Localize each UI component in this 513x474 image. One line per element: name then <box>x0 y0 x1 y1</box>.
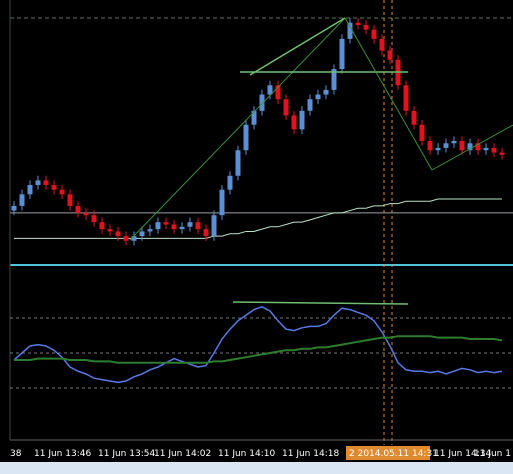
candle-body <box>283 99 289 116</box>
candle-body <box>99 222 105 230</box>
candle-body <box>227 175 233 190</box>
candle-body <box>267 85 273 95</box>
candle-body <box>11 205 17 211</box>
candle-body <box>467 143 473 151</box>
moving-average <box>14 198 502 239</box>
x-tick-label: 11 Jun 1 <box>474 449 511 459</box>
candle-body <box>91 215 97 223</box>
candle-body <box>379 38 385 51</box>
candle-body <box>355 22 361 25</box>
trend-line <box>232 301 409 305</box>
status-strip <box>0 462 513 474</box>
candle-body <box>75 205 81 213</box>
candle-body <box>291 115 297 130</box>
candle-body <box>19 194 25 206</box>
candle-body <box>427 140 433 151</box>
crosshair-label: 2 2014.05.11 14:31 <box>349 449 438 459</box>
candle-body <box>275 85 281 100</box>
candle-body <box>339 38 345 70</box>
candle-body <box>243 124 249 151</box>
candle-body <box>147 229 153 232</box>
x-tick-label: 11 Jun 14:18 <box>282 449 339 459</box>
candle-body <box>403 85 409 111</box>
candle-body <box>259 94 265 111</box>
candle-body <box>171 224 177 230</box>
x-tick-label: 11 Jun 13:54 <box>98 449 155 459</box>
candle-body <box>43 180 49 186</box>
candle-body <box>451 140 457 144</box>
candle-body <box>419 124 425 141</box>
candle-body <box>195 222 201 230</box>
candle-body <box>483 147 489 151</box>
candle-body <box>211 215 217 237</box>
candle-body <box>83 212 89 216</box>
candle-body <box>59 189 65 195</box>
candle-body <box>299 110 305 130</box>
candle-body <box>219 189 225 216</box>
trend-line <box>431 124 513 171</box>
x-tick-label: 11 Jun 13:46 <box>34 449 91 459</box>
trend-line <box>344 17 433 171</box>
candle-body <box>107 229 113 232</box>
trend-line <box>249 17 346 76</box>
candle-body <box>179 226 185 230</box>
candle-body <box>499 152 505 155</box>
candle-body <box>475 143 481 151</box>
x-tick-label: 11 Jun 14:34 <box>434 449 491 459</box>
x-tick-label: 11 Jun 14:10 <box>218 449 275 459</box>
candle-body <box>123 236 129 241</box>
candle-body <box>307 99 313 111</box>
candle-body <box>235 150 241 176</box>
candle-body <box>347 22 353 39</box>
candle-body <box>363 24 369 30</box>
trend-line <box>129 17 346 241</box>
candle-body <box>411 110 417 125</box>
indicator-line <box>14 335 503 364</box>
indicator-line <box>13 305 503 384</box>
candle-body <box>139 231 145 237</box>
candle-body <box>387 50 393 60</box>
candle-body <box>51 185 57 190</box>
candle-body <box>67 194 73 206</box>
crosshair-label-bg <box>346 446 430 460</box>
candle-body <box>203 229 209 237</box>
candle-body <box>331 69 337 90</box>
candle-body <box>155 222 161 230</box>
candle-body <box>491 147 497 153</box>
candle-body <box>459 140 465 151</box>
candle-body <box>443 143 449 148</box>
candle-body <box>27 185 33 195</box>
x-tick-label: 11 Jun 14:02 <box>154 449 211 459</box>
candle-body <box>435 147 441 151</box>
x-tick-label: 38 <box>10 449 22 459</box>
candle-body <box>371 29 377 39</box>
candle-body <box>131 236 137 241</box>
candle-body <box>163 222 169 225</box>
candle-body <box>35 180 41 186</box>
candle-body <box>323 89 329 95</box>
candle-body <box>115 231 121 237</box>
candle-body <box>251 110 257 125</box>
candle-body <box>187 222 193 227</box>
candle-body <box>315 94 321 100</box>
